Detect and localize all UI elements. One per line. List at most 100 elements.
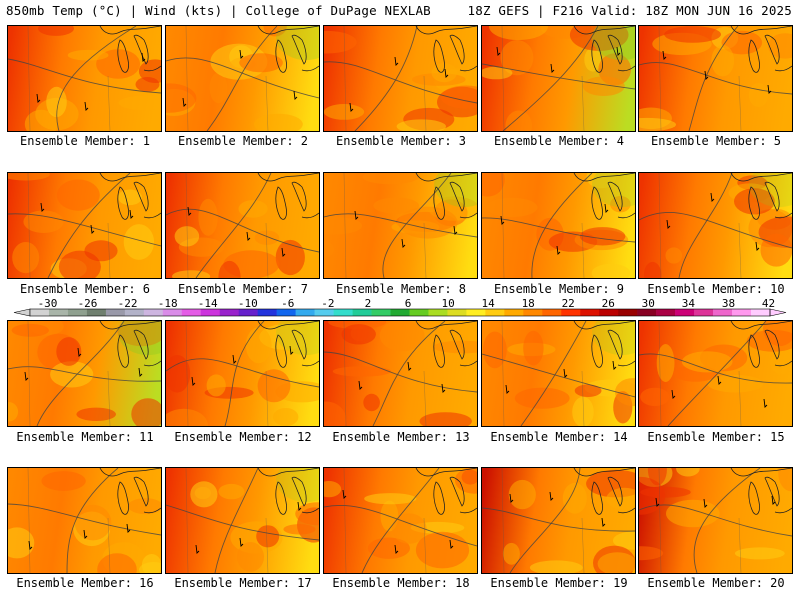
colorbar-tick-label: -6 xyxy=(281,297,294,310)
ensemble-map-panel xyxy=(165,25,320,132)
ensemble-member-label: Ensemble Member: 13 xyxy=(332,430,470,444)
colorbar-tick-label: -22 xyxy=(118,297,138,310)
ensemble-map-panel xyxy=(165,172,320,279)
ensemble-member-label: Ensemble Member: 15 xyxy=(647,430,785,444)
ensemble-member-label: Ensemble Member: 19 xyxy=(490,576,628,590)
colorbar-swatch xyxy=(30,309,50,316)
colorbar-swatch xyxy=(523,309,543,316)
colorbar-tick-label: 18 xyxy=(522,297,535,310)
ensemble-map-panel xyxy=(638,25,793,132)
colorbar-swatch xyxy=(105,309,126,316)
ensemble-map-panel xyxy=(638,320,793,427)
colorbar-tick-label: -30 xyxy=(38,297,58,310)
colorbar-swatch xyxy=(124,309,145,316)
colorbar-swatch xyxy=(713,309,733,316)
ensemble-member-label: Ensemble Member: 10 xyxy=(647,282,785,296)
ensemble-member-label: Ensemble Member: 20 xyxy=(647,576,785,590)
colorbar-swatch xyxy=(238,309,258,316)
ensemble-map-panel xyxy=(7,320,162,427)
map-title: 850mb Temp (°C) | Wind (kts) | College o… xyxy=(6,3,431,18)
ensemble-map-panel xyxy=(323,172,478,279)
colorbar-tick-label: 38 xyxy=(722,297,735,310)
colorbar-swatch xyxy=(542,309,562,316)
colorbar-swatch xyxy=(295,309,315,316)
ensemble-map-panel xyxy=(7,172,162,279)
colorbar-swatch xyxy=(504,309,524,316)
colorbar-swatch xyxy=(333,309,353,316)
temperature-colorbar: -30 -26 -22 -18 -14 -10 -6 -2 2 6 10 14 18 22 26 30 34 38… xyxy=(13,297,787,317)
ensemble-map-panel xyxy=(7,25,162,132)
colorbar-tick-label: 42 xyxy=(762,297,775,310)
colorbar-tick-label: 30 xyxy=(642,297,655,310)
colorbar-swatch xyxy=(181,309,202,316)
ensemble-member-label: Ensemble Member: 4 xyxy=(493,134,625,148)
colorbar-swatch xyxy=(219,309,240,316)
ensemble-member-label: Ensemble Member: 2 xyxy=(177,134,309,148)
colorbar-swatch xyxy=(447,309,467,316)
colorbar-tick-label: 2 xyxy=(365,297,372,310)
colorbar-tick-label: -2 xyxy=(321,297,334,310)
ensemble-member-label: Ensemble Member: 14 xyxy=(490,430,628,444)
colorbar-swatch xyxy=(637,309,657,316)
ensemble-map-panel xyxy=(323,25,478,132)
ensemble-map-panel xyxy=(638,467,793,574)
colorbar-swatch xyxy=(48,309,69,316)
colorbar-swatch xyxy=(599,309,619,316)
colorbar-tick-label: -14 xyxy=(198,297,218,310)
colorbar-swatch xyxy=(314,309,334,316)
ensemble-map-panel xyxy=(165,320,320,427)
ensemble-map-panel xyxy=(638,172,793,279)
colorbar-swatch xyxy=(162,309,183,316)
ensemble-map-panel xyxy=(481,320,636,427)
colorbar-swatch xyxy=(485,309,505,316)
ensemble-member-label: Ensemble Member: 16 xyxy=(16,576,154,590)
colorbar-swatch xyxy=(466,309,486,316)
colorbar-tick-label: -18 xyxy=(158,297,178,310)
ensemble-member-label: Ensemble Member: 9 xyxy=(493,282,625,296)
colorbar-tick-label: -10 xyxy=(238,297,258,310)
colorbar-swatch xyxy=(371,309,391,316)
colorbar-swatch xyxy=(409,309,429,316)
colorbar-tick-label: 22 xyxy=(562,297,575,310)
colorbar-swatch xyxy=(390,309,410,316)
colorbar-swatch xyxy=(352,309,372,316)
ensemble-map-panel xyxy=(323,467,478,574)
ensemble-member-label: Ensemble Member: 8 xyxy=(335,282,467,296)
colorbar-swatch xyxy=(200,309,221,316)
colorbar-swatch xyxy=(86,309,107,316)
ensemble-map-panel xyxy=(481,25,636,132)
colorbar-tick-label: -26 xyxy=(78,297,98,310)
ensemble-member-label: Ensemble Member: 7 xyxy=(177,282,309,296)
colorbar-swatch xyxy=(276,309,296,316)
colorbar-swatch xyxy=(694,309,714,316)
colorbar-swatch xyxy=(751,309,771,316)
colorbar-tick-label: 34 xyxy=(682,297,696,310)
colorbar-swatch xyxy=(675,309,695,316)
ensemble-member-label: Ensemble Member: 17 xyxy=(174,576,312,590)
model-valid-time: 18Z GEFS | F216 Valid: 18Z MON JUN 16 20… xyxy=(467,3,792,18)
colorbar-swatch xyxy=(580,309,600,316)
colorbar-swatch xyxy=(656,309,676,316)
colorbar-tick-label: 10 xyxy=(441,297,454,310)
ensemble-member-label: Ensemble Member: 3 xyxy=(335,134,467,148)
ensemble-member-label: Ensemble Member: 1 xyxy=(19,134,151,148)
ensemble-map-panel xyxy=(165,467,320,574)
colorbar-tick-label: 14 xyxy=(481,297,495,310)
colorbar-swatch xyxy=(67,309,88,316)
ensemble-map-panel xyxy=(481,467,636,574)
ensemble-map-panel xyxy=(7,467,162,574)
ensemble-map-panel xyxy=(481,172,636,279)
ensemble-member-label: Ensemble Member: 11 xyxy=(16,430,154,444)
ensemble-member-label: Ensemble Member: 12 xyxy=(174,430,312,444)
colorbar-swatch xyxy=(143,309,164,316)
ensemble-member-label: Ensemble Member: 6 xyxy=(19,282,151,296)
colorbar-swatch xyxy=(428,309,448,316)
colorbar-swatch xyxy=(732,309,752,316)
ensemble-member-label: Ensemble Member: 18 xyxy=(332,576,470,590)
colorbar-tick-label: 6 xyxy=(405,297,412,310)
colorbar-swatch xyxy=(257,309,277,316)
colorbar-tick-label: 26 xyxy=(602,297,615,310)
ensemble-map-panel xyxy=(323,320,478,427)
ensemble-member-label: Ensemble Member: 5 xyxy=(650,134,782,148)
colorbar-swatch xyxy=(618,309,638,316)
